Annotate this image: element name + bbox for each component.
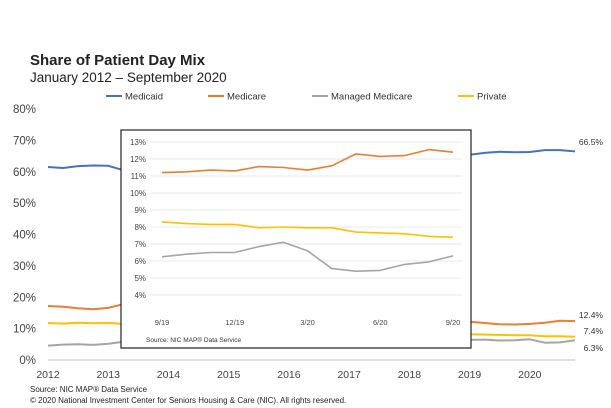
main-axes: 0% 10% 20% 30% 40% 50% 60% 70% 80% 2012 2013 2014 20… (13, 104, 575, 381)
y-tick-label: 60% (13, 167, 36, 179)
inset-chart: 4% 5% 6% 7% 8% 9% 10% 11% 12% 13% 9/19 12/19 3/20 6/2… (120, 129, 472, 349)
data-label-medicaid: 66.5% (579, 137, 604, 147)
x-tick-label: 2017 (337, 369, 361, 381)
inset-x-tick-label: 9/20 (446, 318, 461, 327)
y-tick-label: 20% (13, 292, 36, 304)
y-tick-label: 70% (13, 135, 36, 147)
x-tick-label: 2019 (458, 369, 482, 381)
legend-label: Private (477, 92, 507, 103)
x-tick-label: 2020 (518, 369, 542, 381)
inset-y-tick-label: 7% (134, 240, 146, 249)
legend-item-managed-medicare: Managed Medicare (312, 92, 412, 103)
legend-label: Medicaid (125, 92, 163, 103)
inset-y-tick-label: 6% (134, 257, 146, 266)
chart-subtitle: January 2012 – September 2020 (30, 70, 227, 85)
inset-series-line-private (161, 221, 454, 238)
y-tick-label: 50% (13, 198, 36, 210)
inset-y-tick-label: 12% (130, 155, 146, 164)
legend-label: Medicare (227, 92, 266, 103)
chart-title: Share of Patient Day Mix (30, 52, 206, 69)
legend: Medicaid Medicare Managed Medicare Private (106, 92, 507, 103)
footer-source: Source: NIC MAP® Data Service (30, 385, 148, 394)
x-tick-label: 2012 (36, 369, 60, 381)
y-tick-label: 40% (13, 230, 36, 242)
y-tick-label: 10% (13, 324, 36, 336)
inset-source: Source: NIC MAP® Data Service (146, 336, 241, 344)
end-labels: 66.5% 12.4% 7.4% 6.3% (579, 137, 604, 353)
inset-x-tick-label: 6/20 (373, 318, 388, 327)
x-tick-label: 2014 (157, 369, 181, 381)
y-tick-label: 30% (13, 261, 36, 273)
legend-item-private: Private (458, 92, 507, 103)
inset-x-tick-label: 3/20 (300, 318, 315, 327)
inset-y-tick-label: 9% (134, 206, 146, 215)
data-label-medicare: 12.4% (579, 310, 604, 320)
inset-y-tick-label: 13% (130, 138, 146, 147)
x-tick-label: 2018 (398, 369, 422, 381)
x-tick-label: 2016 (277, 369, 301, 381)
footer-copyright: © 2020 National Investment Center for Se… (30, 396, 347, 405)
x-tick-label: 2013 (97, 369, 121, 381)
data-label-private: 7.4% (584, 326, 604, 336)
inset-y-tick-label: 4% (134, 291, 146, 300)
y-tick-label: 0% (19, 355, 36, 367)
inset-frame (120, 129, 472, 349)
x-tick-label: 2015 (217, 369, 241, 381)
data-label-managed-medicare: 6.3% (584, 343, 604, 353)
inset-x-tick-label: 9/19 (155, 318, 170, 327)
inset-y-tick-label: 5% (134, 274, 146, 283)
inset-y-tick-label: 8% (134, 223, 146, 232)
y-tick-label: 80% (13, 104, 36, 116)
inset-series-line-medicare (161, 148, 454, 174)
legend-item-medicare: Medicare (208, 92, 266, 103)
inset-y-tick-label: 11% (131, 172, 146, 181)
inset-x-tick-label: 12/19 (225, 318, 244, 327)
legend-item-medicaid: Medicaid (106, 92, 163, 103)
legend-label: Managed Medicare (331, 92, 412, 103)
inset-y-tick-label: 10% (130, 189, 146, 198)
inset-series-line-managed-medicare (161, 241, 454, 272)
